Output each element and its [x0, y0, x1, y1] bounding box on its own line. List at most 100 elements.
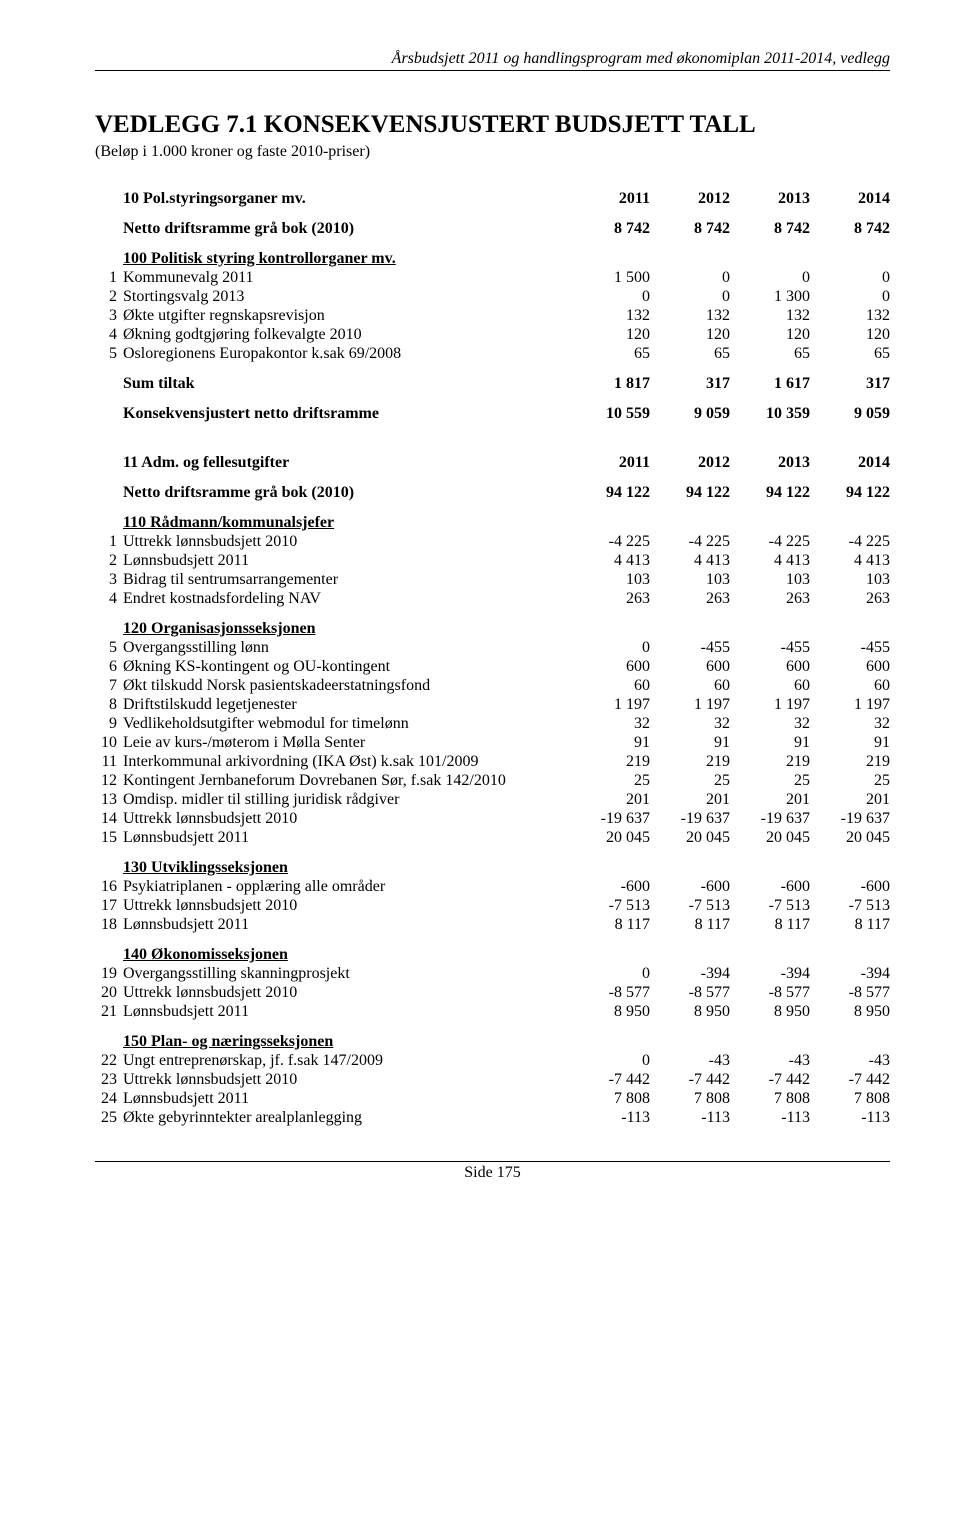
row-index: 1: [95, 532, 123, 551]
row-value: -19 637: [650, 809, 730, 828]
row-value: -394: [650, 964, 730, 983]
row-value: 8 117: [810, 915, 890, 934]
row-value: 132: [730, 306, 810, 325]
row-label: Uttrekk lønnsbudsjett 2010: [123, 983, 570, 1002]
year-header: 2014: [810, 453, 890, 472]
row-value: 7 808: [570, 1089, 650, 1108]
row-value: 103: [570, 570, 650, 589]
row-value: 120: [810, 325, 890, 344]
row-value: -7 442: [810, 1070, 890, 1089]
row-value: 25: [570, 771, 650, 790]
row-index: 21: [95, 1002, 123, 1021]
row-value: -8 577: [810, 983, 890, 1002]
row-index: 25: [95, 1108, 123, 1127]
row-label: Osloregionens Europakontor k.sak 69/2008: [123, 344, 570, 363]
row-value: -7 513: [810, 896, 890, 915]
row-index: 2: [95, 287, 123, 306]
row-label: Uttrekk lønnsbudsjett 2010: [123, 1070, 570, 1089]
row-index: 5: [95, 638, 123, 657]
row-value: 4 413: [730, 551, 810, 570]
page-subtitle: (Beløp i 1.000 kroner og faste 2010-pris…: [95, 143, 890, 161]
row-label: Økte gebyrinntekter arealplanlegging: [123, 1108, 570, 1127]
row-value: 8 950: [570, 1002, 650, 1021]
year-header: 2013: [730, 453, 810, 472]
row-index: 11: [95, 752, 123, 771]
row-label: Uttrekk lønnsbudsjett 2010: [123, 532, 570, 551]
row-value: -43: [810, 1051, 890, 1070]
row-value: 201: [650, 790, 730, 809]
row-value: -394: [730, 964, 810, 983]
row-value: -113: [810, 1108, 890, 1127]
row-value: 8 950: [730, 1002, 810, 1021]
row-value: 32: [730, 714, 810, 733]
group-label: 120 Organisasjonsseksjonen: [123, 619, 570, 638]
row-value: 0: [810, 287, 890, 306]
row-value: 600: [570, 657, 650, 676]
row-value: 219: [570, 752, 650, 771]
row-value: -19 637: [570, 809, 650, 828]
row-label: Interkommunal arkivordning (IKA Øst) k.s…: [123, 752, 570, 771]
row-label: Lønnsbudsjett 2011: [123, 915, 570, 934]
row-value: 120: [570, 325, 650, 344]
group-label: 110 Rådmann/kommunalsjefer: [123, 513, 570, 532]
row-index: 12: [95, 771, 123, 790]
row-value: 103: [730, 570, 810, 589]
row-value: 7 808: [730, 1089, 810, 1108]
row-index: 4: [95, 589, 123, 608]
row-value: 25: [810, 771, 890, 790]
page-title: VEDLEGG 7.1 KONSEKVENSJUSTERT BUDSJETT T…: [95, 111, 890, 139]
row-label: Driftstilskudd legetjenester: [123, 695, 570, 714]
row-value: 219: [810, 752, 890, 771]
row-label: Psykiatriplanen - opplæring alle områder: [123, 877, 570, 896]
sum-tiltak: Sum tiltak: [123, 374, 570, 393]
row-label: Overgangsstilling skanningprosjekt: [123, 964, 570, 983]
row-value: 600: [650, 657, 730, 676]
row-value: 103: [810, 570, 890, 589]
row-value: 1 197: [570, 695, 650, 714]
row-label: Økt tilskudd Norsk pasientskadeerstatnin…: [123, 676, 570, 695]
row-value: 0: [570, 964, 650, 983]
row-value: 65: [730, 344, 810, 363]
row-label: Økning KS-kontingent og OU-kontingent: [123, 657, 570, 676]
row-value: 4 413: [570, 551, 650, 570]
budget-table: 10 Pol.styringsorganer mv.20112012201320…: [95, 189, 890, 1127]
row-value: -8 577: [570, 983, 650, 1002]
row-value: -600: [570, 877, 650, 896]
year-header: 2011: [570, 453, 650, 472]
row-value: 60: [730, 676, 810, 695]
row-value: 65: [810, 344, 890, 363]
row-index: 3: [95, 570, 123, 589]
row-value: -43: [650, 1051, 730, 1070]
row-value: -4 225: [810, 532, 890, 551]
row-value: -600: [810, 877, 890, 896]
row-value: -7 513: [570, 896, 650, 915]
row-value: 20 045: [730, 828, 810, 847]
row-label: Vedlikeholdsutgifter webmodul for timelø…: [123, 714, 570, 733]
row-index: 5: [95, 344, 123, 363]
group-label: 100 Politisk styring kontrollorganer mv.: [123, 249, 570, 268]
row-index: 17: [95, 896, 123, 915]
row-value: 20 045: [810, 828, 890, 847]
row-index: 18: [95, 915, 123, 934]
row-value: 1 500: [570, 268, 650, 287]
row-value: -455: [730, 638, 810, 657]
row-value: -7 513: [730, 896, 810, 915]
section-title: 10 Pol.styringsorganer mv.: [123, 189, 570, 208]
row-value: 7 808: [650, 1089, 730, 1108]
row-label: Lønnsbudsjett 2011: [123, 551, 570, 570]
row-value: 65: [650, 344, 730, 363]
row-value: 120: [650, 325, 730, 344]
row-value: 60: [650, 676, 730, 695]
row-value: 8 950: [650, 1002, 730, 1021]
row-label: Endret kostnadsfordeling NAV: [123, 589, 570, 608]
row-index: 16: [95, 877, 123, 896]
row-index: 20: [95, 983, 123, 1002]
row-value: 120: [730, 325, 810, 344]
row-value: 263: [650, 589, 730, 608]
year-header: 2012: [650, 453, 730, 472]
row-value: 219: [650, 752, 730, 771]
row-value: 4 413: [810, 551, 890, 570]
row-value: 0: [570, 638, 650, 657]
row-label: Leie av kurs-/møterom i Mølla Senter: [123, 733, 570, 752]
row-value: 132: [650, 306, 730, 325]
